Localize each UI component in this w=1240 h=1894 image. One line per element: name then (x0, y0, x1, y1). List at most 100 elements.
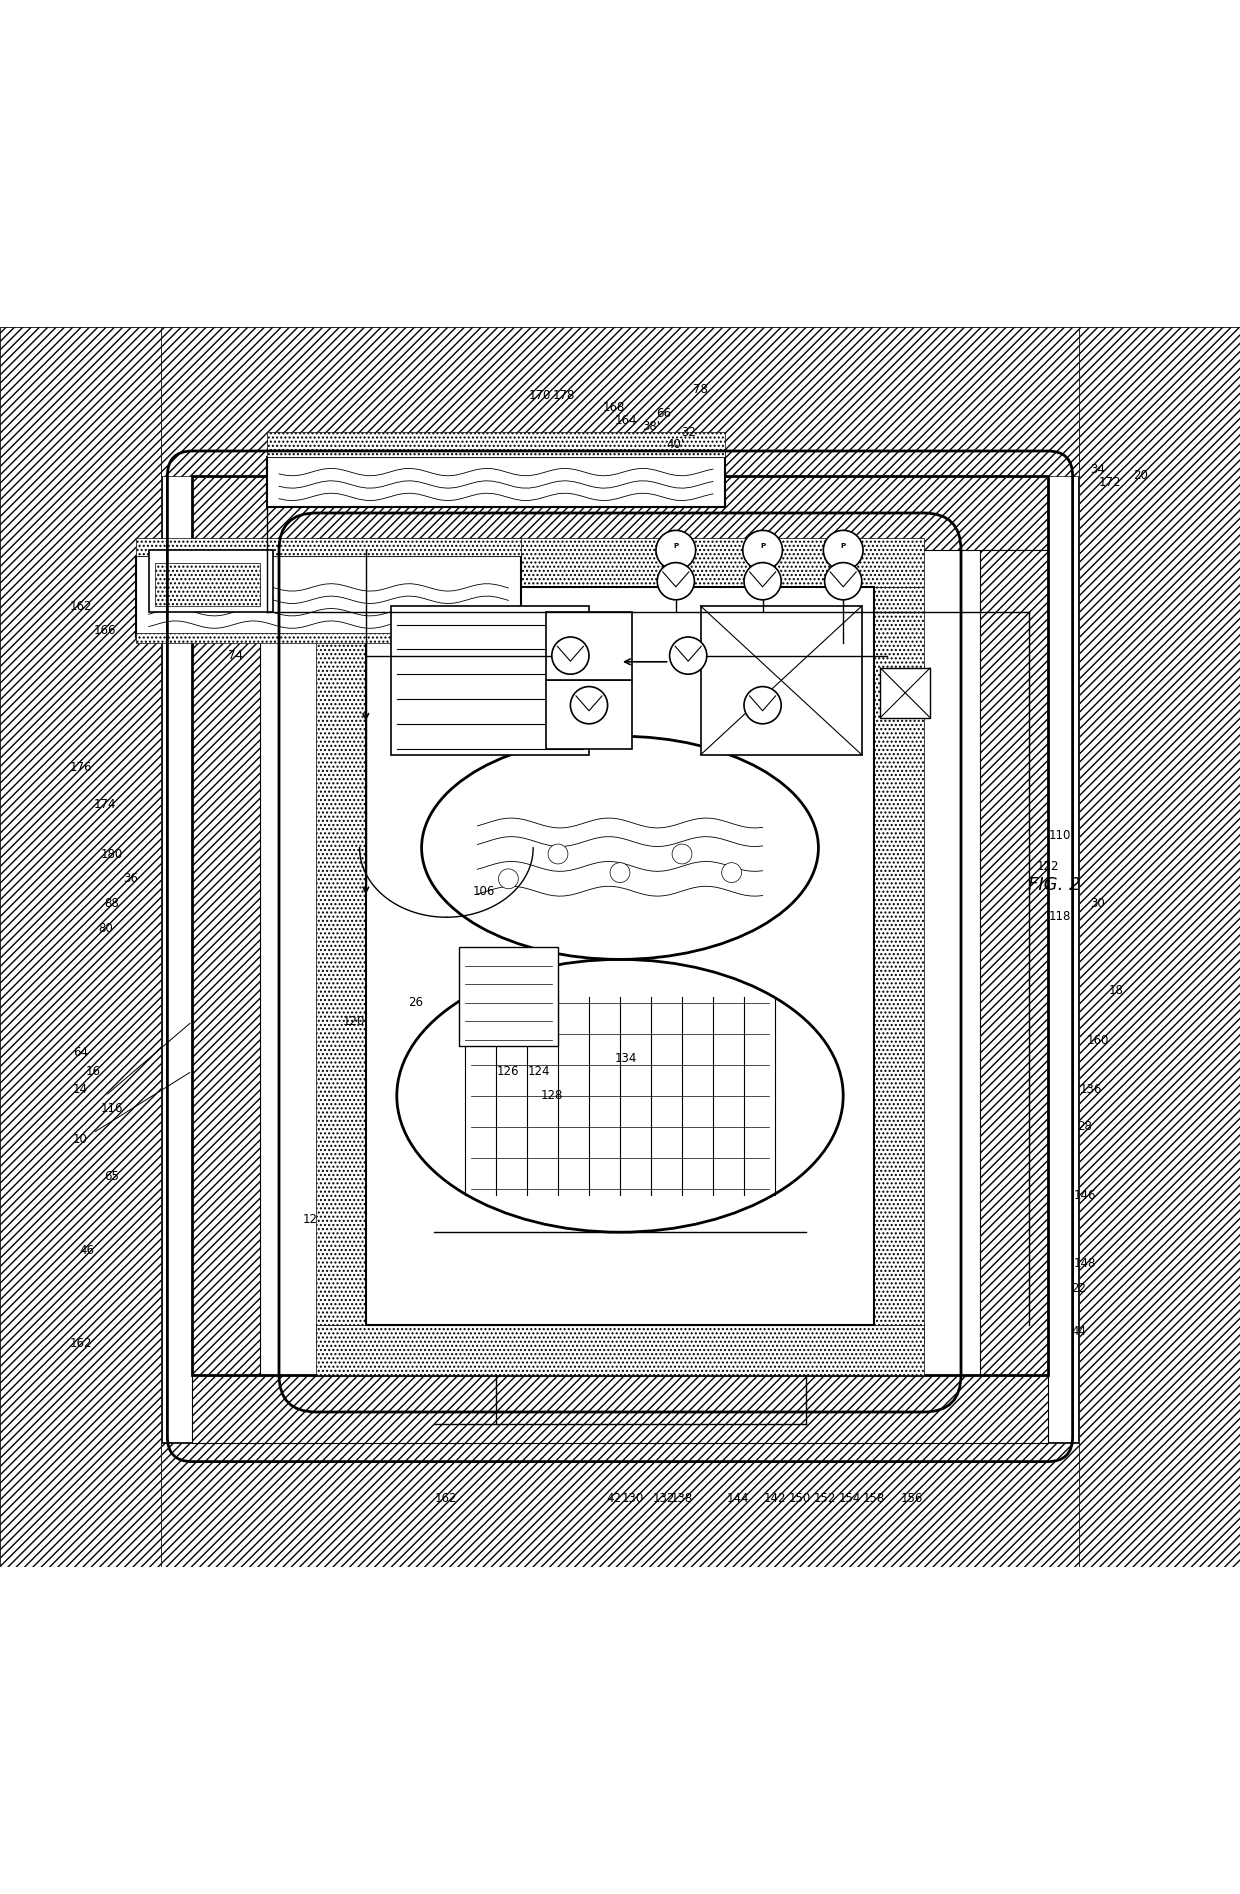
Bar (459, 947, 558, 1045)
Text: 120: 120 (342, 1015, 365, 1028)
Text: P: P (673, 544, 678, 549)
Text: 26: 26 (408, 996, 423, 1010)
Text: 150: 150 (789, 1492, 811, 1506)
Text: 38': 38' (642, 420, 660, 432)
Bar (136, 633, 521, 644)
Text: 130: 130 (621, 1492, 644, 1506)
Bar (701, 606, 862, 756)
FancyBboxPatch shape (161, 426, 1079, 1443)
Bar (161, 328, 1079, 475)
Bar (149, 549, 273, 612)
Ellipse shape (422, 737, 818, 960)
Bar (267, 432, 725, 456)
Bar (366, 587, 874, 1326)
Circle shape (672, 845, 692, 864)
Text: 152: 152 (813, 1492, 836, 1506)
Bar (192, 549, 260, 1375)
Circle shape (570, 688, 608, 724)
Text: 18: 18 (1109, 983, 1123, 996)
Text: 10: 10 (73, 1133, 88, 1146)
Bar (546, 680, 632, 748)
Text: 166: 166 (94, 625, 117, 636)
Text: 138: 138 (671, 1492, 693, 1506)
Circle shape (744, 563, 781, 600)
Circle shape (670, 636, 707, 674)
Circle shape (498, 869, 518, 888)
Bar (136, 538, 521, 557)
Text: 154: 154 (838, 1492, 861, 1506)
Bar (874, 587, 924, 1345)
Text: 64: 64 (73, 1045, 88, 1059)
Text: 134: 134 (615, 1051, 637, 1064)
Text: 162: 162 (69, 1337, 92, 1350)
Text: FIG. 2: FIG. 2 (1028, 877, 1080, 894)
Circle shape (825, 563, 862, 600)
Circle shape (548, 845, 568, 864)
Text: 46: 46 (79, 1244, 94, 1258)
Bar (880, 669, 930, 718)
Text: 22: 22 (1071, 1282, 1086, 1294)
Bar (1079, 328, 1240, 1566)
Text: 146: 146 (1074, 1189, 1096, 1201)
Text: 162: 162 (69, 600, 92, 612)
Text: 40': 40' (667, 438, 684, 451)
Text: 128: 128 (541, 1089, 563, 1102)
Bar (267, 456, 725, 508)
Text: 116: 116 (100, 1102, 123, 1116)
Bar (192, 1375, 1048, 1443)
Bar (0, 328, 161, 1566)
Text: 180: 180 (100, 847, 123, 860)
Text: 148: 148 (1074, 1258, 1096, 1269)
Text: 74: 74 (228, 650, 243, 663)
Circle shape (823, 530, 863, 570)
Bar (546, 612, 632, 680)
Text: 66: 66 (656, 407, 671, 420)
Text: 12: 12 (303, 1214, 317, 1225)
Bar (155, 563, 260, 606)
Bar (136, 557, 521, 636)
Bar (316, 538, 924, 587)
Text: 156: 156 (900, 1492, 923, 1506)
Text: 164: 164 (615, 413, 637, 426)
Text: 172: 172 (1099, 475, 1121, 489)
Text: 158: 158 (863, 1492, 885, 1506)
Circle shape (743, 530, 782, 570)
Text: 16: 16 (86, 1064, 100, 1078)
Bar (316, 1326, 924, 1375)
Text: 34: 34 (1090, 464, 1105, 475)
Polygon shape (0, 328, 1240, 1566)
Text: 162: 162 (435, 1492, 458, 1506)
Text: 168: 168 (603, 402, 625, 415)
Text: 32: 32 (681, 426, 696, 439)
Bar (192, 475, 1048, 1375)
Text: 88: 88 (104, 898, 119, 911)
Circle shape (722, 862, 742, 883)
Text: 78: 78 (693, 383, 708, 396)
Text: 170: 170 (528, 388, 551, 402)
Text: 136: 136 (1080, 1083, 1102, 1097)
Bar (316, 587, 366, 1345)
Text: 144: 144 (727, 1492, 749, 1506)
Text: 176: 176 (69, 761, 92, 775)
Text: 142: 142 (764, 1492, 786, 1506)
Ellipse shape (397, 960, 843, 1233)
Text: 20: 20 (1133, 470, 1148, 483)
Text: 42: 42 (606, 1492, 621, 1506)
Bar (391, 606, 589, 756)
Text: 178: 178 (553, 388, 575, 402)
Circle shape (552, 636, 589, 674)
Bar (161, 1443, 1079, 1566)
Bar (980, 549, 1048, 1375)
Text: 30: 30 (1090, 898, 1105, 911)
Text: 28: 28 (1078, 1119, 1092, 1133)
Text: 36: 36 (123, 873, 138, 884)
Text: 14: 14 (73, 1083, 88, 1097)
Text: P: P (760, 544, 765, 549)
Text: 122: 122 (1037, 860, 1059, 873)
Text: 174: 174 (94, 797, 117, 811)
Text: 160: 160 (1086, 1034, 1109, 1047)
Circle shape (610, 862, 630, 883)
Text: 80: 80 (98, 922, 113, 936)
Text: 44: 44 (1071, 1326, 1086, 1337)
Text: P: P (841, 544, 846, 549)
